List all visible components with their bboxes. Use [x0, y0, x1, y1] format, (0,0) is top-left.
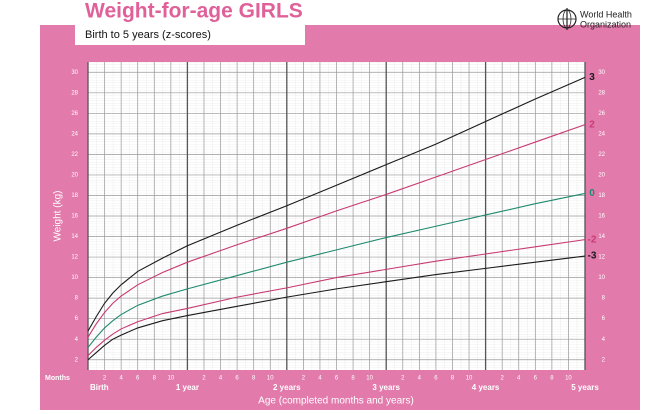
x-tick-label: 4: [318, 376, 322, 382]
y-tick-label: 6: [602, 316, 606, 322]
x-tick-label: 2: [202, 376, 206, 382]
org-name: Organization: [580, 19, 631, 29]
y-tick-label: 6: [75, 316, 79, 322]
z-score-line: [87, 255, 586, 361]
y-axis-label: Weight (kg): [53, 191, 64, 242]
y-tick-label: 24: [598, 131, 605, 137]
y-tick-label: 18: [71, 193, 78, 199]
y-tick-label: 22: [71, 152, 78, 158]
y-tick-label: 8: [75, 296, 79, 302]
y-tick-label: 12: [71, 255, 78, 261]
y-tick-label: 4: [75, 337, 79, 343]
series-label: -3: [588, 251, 597, 262]
x-tick-label: 4 years: [472, 383, 500, 392]
x-tick-label: 10: [167, 376, 174, 382]
z-score-line: [87, 239, 586, 357]
series-label: 3: [589, 72, 595, 83]
x-tick-label: 4: [517, 376, 521, 382]
series-label: 0: [589, 188, 595, 199]
x-unit-label: Months: [45, 375, 70, 382]
z-score-line: [87, 76, 586, 332]
y-tick-label: 16: [71, 214, 78, 220]
x-tick-label: 4: [119, 376, 123, 382]
x-tick-label: 8: [252, 376, 256, 382]
x-tick-label: 2: [401, 376, 405, 382]
x-tick-label: 8: [351, 376, 355, 382]
y-tick-label: 20: [598, 173, 605, 179]
y-tick-label: 30: [71, 70, 78, 76]
y-tick-label: 22: [598, 152, 605, 158]
y-tick-label: 2: [602, 357, 606, 363]
chart-subtitle: Birth to 5 years (z-scores): [85, 29, 211, 41]
who-logo: [557, 8, 577, 30]
x-tick-label: 6: [434, 376, 438, 382]
z-score-line: [87, 124, 586, 338]
y-tick-label: 24: [71, 131, 78, 137]
x-tick-label: 10: [267, 376, 274, 382]
y-tick-label: 14: [598, 234, 605, 240]
chart-title: Weight-for-age GIRLS: [85, 0, 303, 23]
subtitle-box: [75, 25, 305, 45]
y-tick-label: 8: [602, 296, 606, 302]
x-tick-label: 4: [418, 376, 422, 382]
x-axis-label: Age (completed months and years): [258, 396, 414, 407]
x-tick-label: 6: [235, 376, 239, 382]
y-tick-label: 26: [598, 111, 605, 117]
x-tick-label: 8: [550, 376, 554, 382]
x-tick-label: 10: [466, 376, 473, 382]
x-tick-label: 2 years: [273, 383, 301, 392]
x-tick-label: 6: [534, 376, 538, 382]
y-tick-label: 10: [598, 275, 605, 281]
x-tick-label: 10: [366, 376, 373, 382]
series-label: -2: [588, 234, 597, 245]
x-tick-label: 8: [153, 376, 157, 382]
x-tick-label: 4: [219, 376, 223, 382]
x-tick-label: 3 years: [372, 383, 400, 392]
x-tick-label: 2: [103, 376, 107, 382]
x-tick-label: 5 years: [571, 383, 599, 392]
z-score-line: [87, 192, 586, 348]
y-tick-label: 10: [71, 275, 78, 281]
x-tick-label: 2: [500, 376, 504, 382]
y-tick-label: 28: [71, 90, 78, 96]
y-tick-label: 18: [598, 193, 605, 199]
x-tick-label: 2: [302, 376, 306, 382]
y-tick-label: 30: [598, 70, 605, 76]
y-tick-label: 12: [598, 255, 605, 261]
org-name: World Health: [580, 9, 632, 19]
y-tick-label: 28: [598, 90, 605, 96]
y-tick-label: 20: [71, 173, 78, 179]
x-tick-label: 6: [335, 376, 339, 382]
y-tick-label: 2: [75, 357, 79, 363]
x-tick-label: 8: [451, 376, 455, 382]
y-tick-label: 4: [602, 337, 606, 343]
series-label: 2: [589, 119, 595, 130]
x-tick-label: 6: [136, 376, 140, 382]
x-tick-label: Birth: [90, 383, 109, 392]
y-tick-label: 14: [71, 234, 78, 240]
y-tick-label: 26: [71, 111, 78, 117]
y-tick-label: 16: [598, 214, 605, 220]
x-tick-label: 1 year: [176, 383, 199, 392]
x-tick-label: 10: [565, 376, 572, 382]
